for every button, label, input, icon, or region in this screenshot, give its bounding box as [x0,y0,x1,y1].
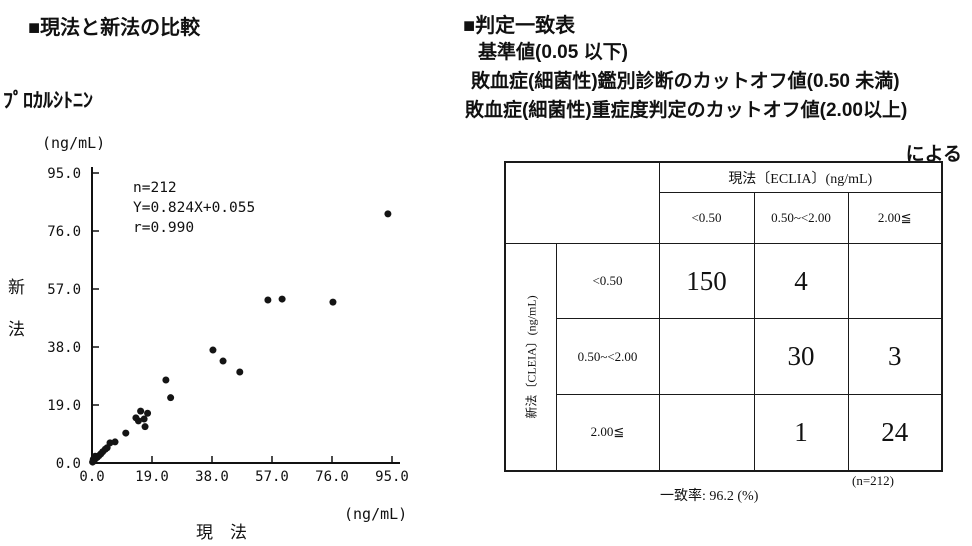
sample-size-note: (n=212) [852,473,894,488]
svg-text:76.0: 76.0 [47,224,81,240]
svg-text:現 法: 現 法 [196,523,247,542]
svg-text:76.0: 76.0 [315,469,349,485]
svg-text:n=212: n=212 [133,180,177,196]
svg-text:(ng/mL): (ng/mL) [344,505,407,523]
scatter-chart: 0.0 19.0 38.0 57.0 76.0 95.0 0.0 19.0 38.0 57.0 76… [3,88,409,542]
row-group-header-cell: 新法〔CLEIA〕(ng/mL) [504,243,557,471]
matrix-cell-1-2: 3 [847,318,943,395]
svg-text:57.0: 57.0 [47,282,81,298]
svg-text:0.0: 0.0 [79,469,104,485]
svg-text:95.0: 95.0 [47,166,81,182]
svg-text:r=0.990: r=0.990 [133,220,194,236]
matrix-cell-0-2 [847,243,943,319]
agreement-table: 現法〔ECLIA〕(ng/mL) <0.50 0.50~<2.00 2.00≦ … [504,161,943,472]
row-header-lt050: <0.50 [555,243,660,319]
chart-axes [91,167,400,464]
matrix-cell-1-1: 30 [753,318,849,395]
svg-text:0.0: 0.0 [56,456,81,472]
column-header-mid: 0.50~<2.00 [753,192,849,244]
row-header-mid: 0.50~<2.00 [555,318,660,395]
criteria-line-severity-cutoff: 敗血症(細菌性)重症度判定のカットオフ値(2.00以上) [465,100,908,121]
svg-text:19.0: 19.0 [135,469,169,485]
chart-tick-labels: 0.0 19.0 38.0 57.0 76.0 95.0 0.0 19.0 38.0 57.0 76… [47,166,409,485]
svg-text:ﾌﾟﾛｶﾙｼﾄﾆﾝ: ﾌﾟﾛｶﾙｼﾄﾆﾝ [3,88,93,112]
svg-text:新: 新 [8,278,25,297]
svg-text:38.0: 38.0 [47,340,81,356]
criteria-suffix: による [905,144,962,165]
svg-text:57.0: 57.0 [255,469,289,485]
row-group-header: 新法〔CLEIA〕(ng/mL) [524,295,539,419]
matrix-cell-2-1: 1 [753,394,849,471]
svg-text:95.0: 95.0 [375,469,409,485]
matrix-cell-2-2: 24 [847,394,943,471]
row-header-ge200: 2.00≦ [555,394,660,471]
criteria-line-reference: 基準値(0.05 以下) [478,42,628,63]
matrix-cell-2-0 [658,394,755,471]
svg-text:19.0: 19.0 [47,398,81,414]
chart-data-points [89,210,392,466]
left-section-title: ■現法と新法の比較 [28,17,201,39]
svg-text:Y=0.824X+0.055: Y=0.824X+0.055 [133,200,255,216]
table-corner-cell [504,161,660,244]
agreement-rate-note: 一致率: 96.2 (%) [660,489,759,504]
matrix-cell-0-0: 150 [658,243,755,319]
matrix-cell-1-0 [658,318,755,395]
chart-text-labels: ﾌﾟﾛｶﾙｼﾄﾆﾝ (ng/mL) (ng/mL) 現 法 新法 n=212 Y=0.824… [3,88,407,542]
svg-text:法: 法 [8,320,25,339]
column-header-ge200: 2.00≦ [847,192,943,244]
svg-text:(ng/mL): (ng/mL) [42,134,105,152]
criteria-line-differential-cutoff: 敗血症(細菌性)鑑別診断のカットオフ値(0.50 未満) [471,71,900,92]
column-group-header: 現法〔ECLIA〕(ng/mL) [658,161,943,193]
column-header-lt050: <0.50 [658,192,755,244]
right-section-title: ■判定一致表 [463,15,576,37]
svg-text:38.0: 38.0 [195,469,229,485]
matrix-cell-0-1: 4 [753,243,849,319]
